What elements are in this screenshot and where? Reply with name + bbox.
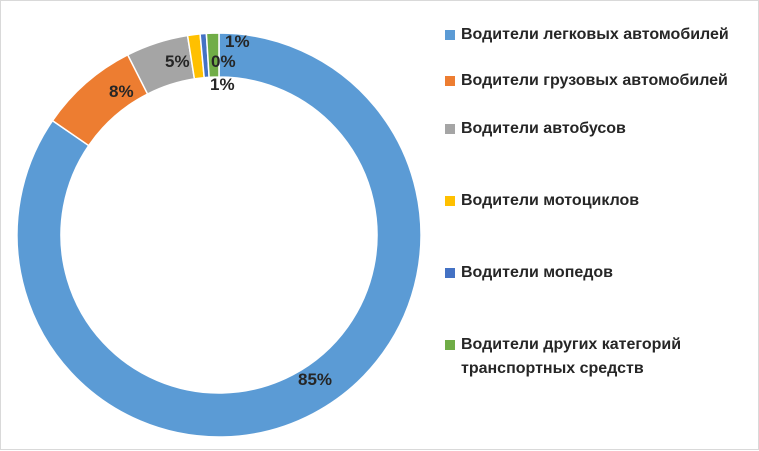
- legend-item-1: Водители легковых автомобилей: [445, 23, 757, 47]
- legend-label-5: Водители мопедов: [461, 264, 614, 281]
- legend-swatch-3: [445, 124, 455, 134]
- legend-label-4: Водители мотоциклов: [461, 192, 640, 209]
- slice-1: [16, 32, 422, 438]
- legend-item-3: Водители автобусов: [445, 117, 757, 141]
- legend-item-5: Водители мопедов: [445, 261, 757, 285]
- legend-item-2: Водители грузовых автомобилей: [445, 69, 757, 93]
- legend-swatch-4: [445, 196, 455, 206]
- data-label-5: 0%: [211, 52, 236, 71]
- legend-label-1: Водители легковых автомобилей: [461, 26, 729, 43]
- data-label-4: 1%: [210, 75, 235, 94]
- chart-legend: Водители легковых автомобилей Водители гр…: [445, 23, 757, 381]
- legend-label-2: Водители грузовых автомобилей: [461, 72, 728, 89]
- data-label-3: 5%: [165, 52, 190, 71]
- slice-6: [205, 32, 220, 79]
- legend-item-4: Водители мотоциклов: [445, 189, 757, 213]
- legend-item-6: Водители других категорий транспортных с…: [445, 333, 757, 381]
- legend-swatch-6: [445, 340, 455, 350]
- legend-swatch-5: [445, 268, 455, 278]
- data-label-6: 1%: [225, 32, 250, 51]
- legend-swatch-2: [445, 76, 455, 86]
- data-label-1: 85%: [298, 370, 332, 389]
- legend-label-6: Водители других категорий транспортных с…: [461, 336, 682, 377]
- data-label-2: 8%: [109, 82, 134, 101]
- legend-label-3: Водители автобусов: [461, 120, 626, 137]
- legend-swatch-1: [445, 30, 455, 40]
